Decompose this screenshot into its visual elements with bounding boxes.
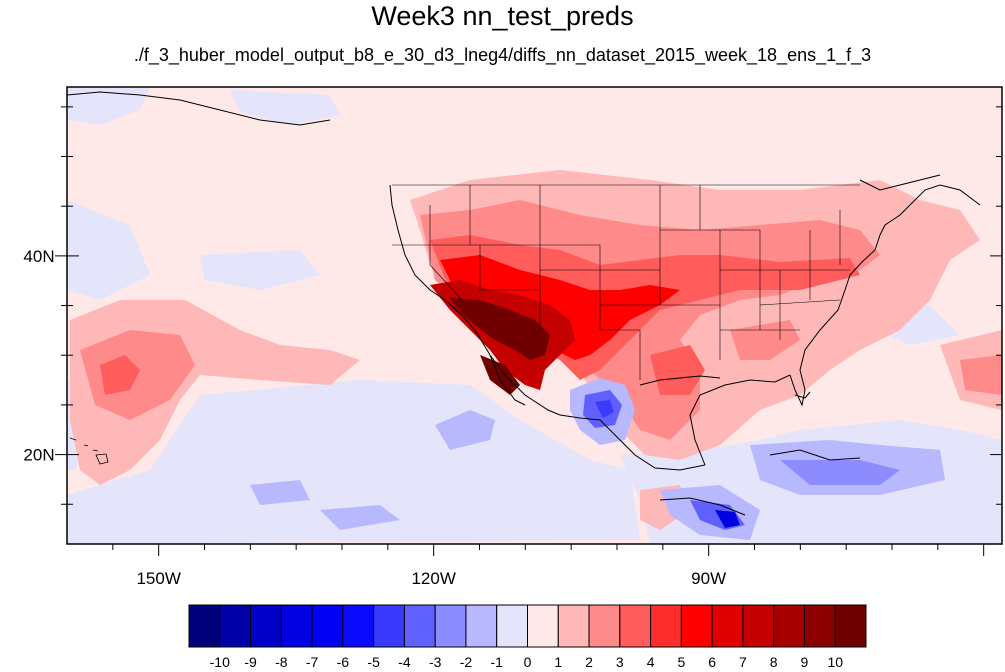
colorbar-label: -9: [244, 654, 257, 670]
colorbar-swatch: [342, 604, 375, 648]
colorbar-swatch: [434, 604, 467, 648]
positive-anomaly-level-10: [450, 298, 550, 395]
colorbar-label: -6: [337, 654, 350, 670]
colorbar-swatch: [557, 604, 590, 648]
colorbar-swatch: [373, 604, 405, 648]
colorbar-swatch: [465, 604, 498, 648]
colorbar-label: 2: [585, 654, 593, 670]
map-field: [67, 87, 1002, 544]
map-subtitle: ./f_3_huber_model_output_b8_e_30_d3_lneg…: [133, 45, 872, 65]
colorbar-swatch: [219, 604, 252, 648]
colorbar-swatch: [619, 604, 652, 648]
colorbar-swatch: [803, 604, 836, 648]
colorbar-swatch: [311, 604, 344, 648]
colorbar-label: 1: [554, 654, 562, 670]
positive-anomaly-level-6: [440, 255, 680, 360]
map-frame: [66, 86, 1003, 545]
axis-ticks: 150W 120W 90W 40N 20N: [23, 106, 1002, 588]
colorbar-label: 4: [647, 654, 655, 670]
gulf-negative-anomaly: [250, 378, 945, 540]
colorbar-label: -5: [367, 654, 380, 670]
lon-tick-label: 150W: [136, 569, 180, 588]
colorbar-label: -10: [210, 654, 230, 670]
colorbar-label: -1: [491, 654, 504, 670]
colorbar-swatch: [280, 604, 313, 648]
colorbar-swatch: [250, 604, 282, 648]
colorbar-label: 9: [801, 654, 809, 670]
colorbar-label: -4: [398, 654, 411, 670]
colorbar-label: 7: [739, 654, 747, 670]
colorbar-swatch: [188, 604, 221, 648]
colorbar-swatch: [773, 604, 805, 648]
hawaii-islands: [69, 437, 109, 465]
colorbar-swatch: [742, 604, 775, 648]
colorbar-label: -8: [275, 654, 288, 670]
map-title: Week3 nn_test_preds: [371, 1, 634, 31]
state-borders: [392, 184, 860, 380]
lat-tick-label: 40N: [23, 247, 54, 266]
colorbar-swatch: [711, 604, 744, 648]
colorbar-label: 0: [524, 654, 532, 670]
colorbar-label: 5: [677, 654, 685, 670]
colorbar-swatch: [834, 604, 867, 648]
colorbar-label: 8: [770, 654, 778, 670]
colorbar-label: 3: [616, 654, 624, 670]
colorbar-label: -2: [460, 654, 473, 670]
lon-tick-label: 120W: [411, 569, 455, 588]
colorbar-swatch: [650, 604, 682, 648]
colorbar-swatch: [403, 604, 436, 648]
colorbar-swatch: [680, 604, 713, 648]
lat-tick-label: 20N: [23, 446, 54, 465]
colorbar-swatch: [496, 604, 528, 648]
colorbar-label: -7: [306, 654, 319, 670]
colorbar-label: 10: [827, 654, 843, 670]
lon-tick-label: 90W: [691, 569, 726, 588]
colorbar-swatch: [588, 604, 621, 648]
colorbar: -10 -9 -8 -7 -6 -5 -4 -3 -2 -1 0 1 2 3 4 5 6 7 8 9 10: [188, 604, 867, 670]
colorbar-swatch: [527, 604, 559, 648]
colorbar-label: -3: [429, 654, 442, 670]
coastlines: [67, 91, 981, 516]
colorbar-label: 6: [708, 654, 716, 670]
